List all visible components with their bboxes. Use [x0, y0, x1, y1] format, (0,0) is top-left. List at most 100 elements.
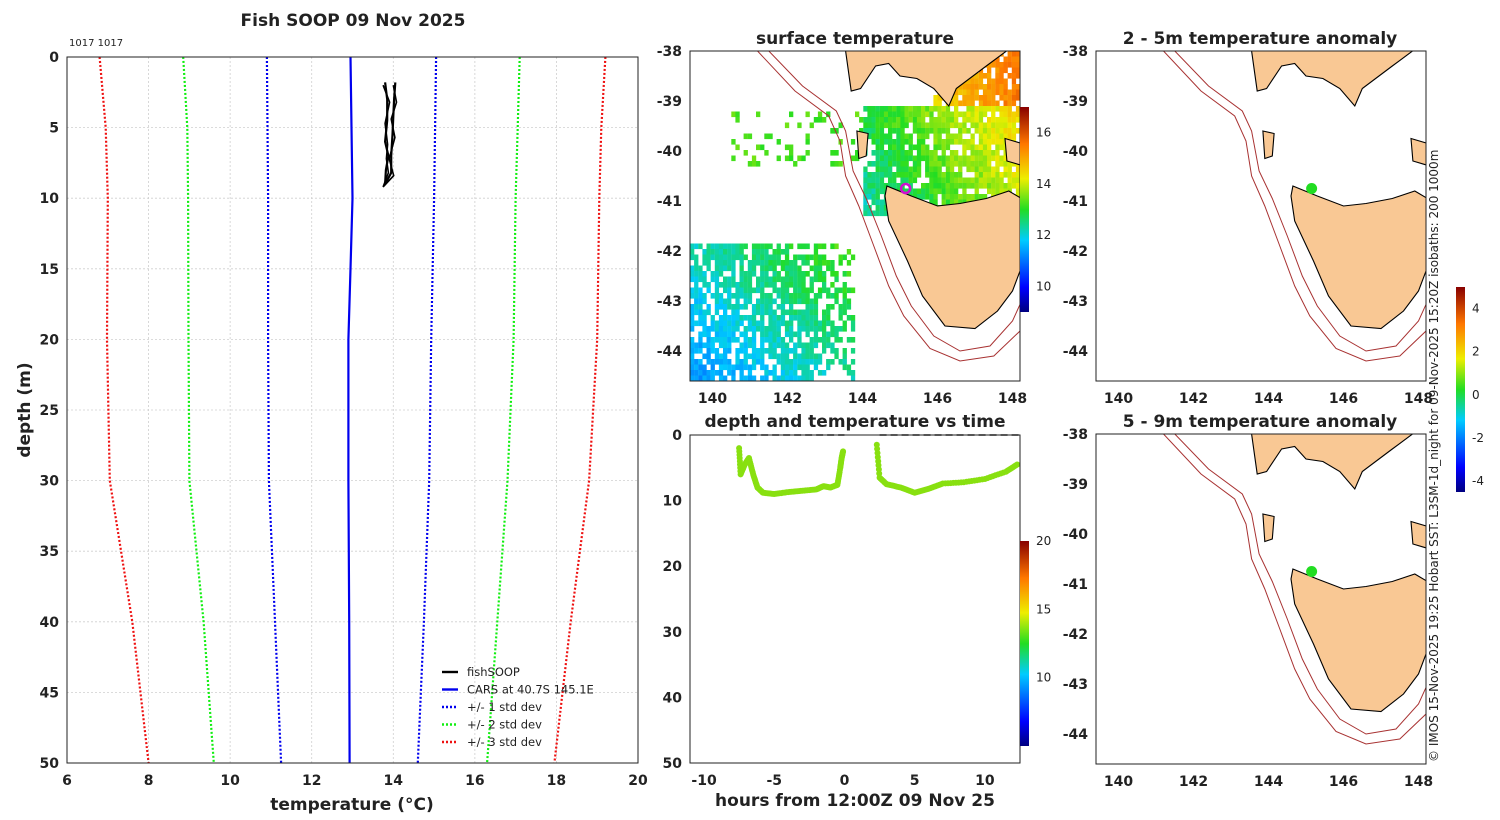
sst-pixel: [970, 139, 975, 145]
sst-pixel: [747, 298, 753, 305]
sst-pixel: [714, 298, 720, 305]
sst-pixel: [1003, 62, 1008, 68]
sst-pixel: [867, 210, 872, 217]
sst-pixel: [974, 166, 979, 173]
profile-lines: [98, 57, 607, 763]
sst-pixel: [776, 287, 781, 294]
sst-pixel: [842, 254, 847, 261]
sst-pixel: [933, 199, 938, 206]
sst-pixel: [987, 67, 992, 74]
profile-ytick-label: 35: [40, 544, 59, 560]
sst-pixel: [735, 249, 740, 255]
sst-pixel: [991, 183, 996, 189]
sst-pixel: [966, 139, 971, 145]
sst-pixel: [698, 337, 703, 343]
sst-pixel: [698, 320, 703, 327]
sst-pixel: [714, 359, 720, 365]
sst-pixel: [974, 117, 979, 123]
sst-pixel: [698, 315, 703, 321]
sst-pixel: [987, 166, 992, 173]
sst-pixel: [1011, 117, 1017, 123]
sst-pixel: [958, 199, 963, 206]
sst-pixel: [809, 298, 814, 305]
sst-pixel: [871, 210, 876, 217]
sst-pixel: [789, 282, 794, 288]
profile-xtick-label: 16: [465, 773, 484, 789]
sst-pixel: [1007, 95, 1012, 101]
sst-pixel: [813, 315, 819, 321]
sst-pixel: [743, 150, 748, 156]
sst-pixel: [809, 326, 814, 332]
sst-pixel: [710, 326, 715, 332]
sst-pixel: [1003, 155, 1008, 162]
sst-pixel: [731, 381, 735, 387]
anB-lon-tick: 142: [1179, 774, 1208, 790]
sst-pixel: [962, 128, 967, 134]
sst-pixel: [978, 139, 984, 145]
sst-pixel: [916, 161, 922, 167]
sst-pixel: [694, 304, 699, 310]
sst-pixel: [706, 282, 711, 288]
sst-pixel: [760, 342, 765, 349]
sst-pixel: [784, 348, 790, 354]
sst-pixel: [764, 276, 769, 283]
sst-pixel: [1011, 133, 1017, 140]
sst-pixel: [772, 370, 777, 376]
sst-pixel: [1007, 133, 1012, 140]
sst-pixel: [999, 84, 1004, 90]
sst-pixel: [694, 254, 699, 261]
sst-pixel: [715, 381, 719, 387]
sst-pixel: [801, 243, 806, 250]
sst-pixel: [978, 84, 984, 90]
sst-pixel: [698, 265, 703, 272]
sst-pixel: [900, 155, 905, 162]
sst-pixel: [838, 260, 843, 266]
sst-pixel: [1003, 161, 1008, 167]
sst-pixel: [875, 199, 880, 206]
sst-pixel: [731, 370, 736, 376]
sst-pixel: [751, 271, 757, 277]
sst-pixel: [760, 320, 765, 327]
sst-pixel: [797, 315, 802, 321]
sst-pixel: [801, 370, 806, 376]
sst-pixel: [999, 188, 1004, 195]
sst-pixel: [883, 210, 889, 217]
anA-land-king-island: [1262, 130, 1275, 160]
sst-pixel: [875, 139, 880, 145]
sst-pixel: [850, 370, 856, 376]
sst-pixel: [945, 155, 951, 162]
sst-pixel: [747, 260, 753, 266]
sst-pixel: [752, 381, 756, 387]
sst-pixel: [908, 150, 913, 156]
sst-pixel: [958, 133, 963, 140]
sst-pixel: [945, 177, 951, 184]
sst-pixel: [896, 133, 901, 140]
sst-pixel: [974, 95, 979, 101]
sst-pixel: [793, 265, 798, 272]
sst-pixel: [933, 106, 938, 112]
sst-pixel: [801, 254, 806, 261]
sst-pixel: [1007, 172, 1012, 178]
sst-pixel: [690, 304, 695, 310]
sst-pixel: [690, 337, 695, 343]
sst-pixel: [838, 122, 843, 129]
anA-lon-tick: 144: [1254, 391, 1283, 407]
sst-pixel: [941, 155, 946, 162]
sst-pixel: [698, 359, 703, 365]
sst-pixel: [756, 243, 761, 250]
sst-pixel: [817, 260, 823, 266]
sst-pixel: [735, 381, 739, 387]
sst-pixel: [966, 100, 971, 107]
sst-pixel: [756, 309, 761, 316]
sst-pixel: [966, 194, 971, 200]
sst-pixel: [941, 183, 946, 189]
sst-pixel: [743, 293, 748, 299]
sst-pixel: [991, 188, 996, 195]
sst-pixel: [842, 304, 847, 310]
sst-pixel: [731, 265, 736, 272]
sst-pixel: [747, 364, 753, 371]
sst-pixel: [718, 320, 724, 327]
sst-pixel: [797, 243, 802, 250]
anomaly-2-5m-ticks: 140 142 144 146 148-38-39-40-41-42-43-44: [1063, 44, 1433, 407]
sst-pixel: [731, 326, 736, 332]
